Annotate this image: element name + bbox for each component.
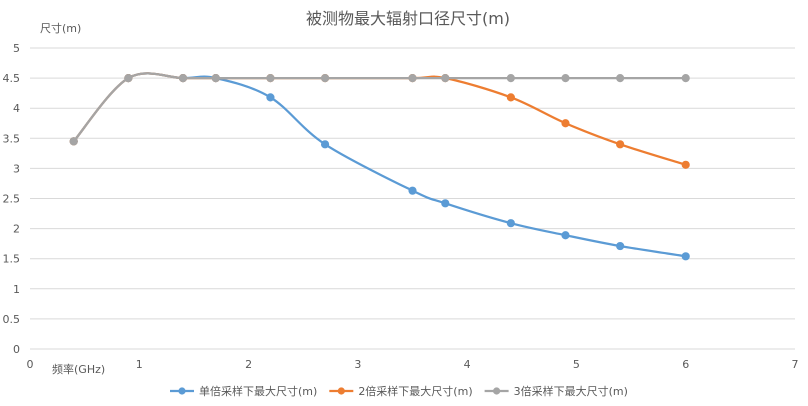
y-tick-label: 2: [13, 223, 20, 236]
series-2: [69, 72, 690, 169]
data-point: [506, 74, 515, 83]
y-tick-label: 1.5: [3, 253, 21, 266]
legend-item: 2倍采样下最大尺寸(m): [329, 384, 473, 398]
data-point: [408, 186, 417, 195]
legend-swatch-marker: [493, 387, 501, 395]
legend-item: 单倍采样下最大尺寸(m): [170, 384, 317, 398]
y-tick-label: 3.5: [3, 132, 21, 145]
data-point: [124, 74, 133, 83]
y-tick-label: 0: [13, 343, 20, 356]
x-tick-label: 4: [464, 358, 471, 371]
data-point: [266, 74, 275, 83]
y-tick-label: 0.5: [3, 313, 21, 326]
series-3: [69, 72, 690, 146]
legend-label: 3倍采样下最大尺寸(m): [514, 384, 628, 398]
series-line: [72, 72, 686, 143]
legend-swatch-marker: [178, 387, 186, 395]
y-tick-label: 5: [13, 42, 20, 55]
legend-swatch-marker: [337, 387, 345, 395]
y-tick-label: 4.5: [3, 72, 21, 85]
data-point: [211, 74, 220, 83]
data-point: [506, 219, 515, 228]
data-point: [69, 137, 78, 146]
data-point: [441, 199, 450, 208]
data-point: [681, 160, 690, 169]
y-axis-label: 尺寸(m): [40, 21, 81, 35]
data-point: [506, 93, 515, 102]
legend-label: 2倍采样下最大尺寸(m): [358, 384, 472, 398]
data-point: [266, 93, 275, 102]
x-tick-label: 3: [354, 358, 361, 371]
y-tick-label: 3: [13, 162, 20, 175]
data-point: [408, 74, 417, 83]
x-tick-labels: 0 1 2 3 4 5 6 7: [27, 358, 799, 371]
series-1: [69, 72, 690, 261]
legend: 单倍采样下最大尺寸(m) 2倍采样下最大尺寸(m) 3倍采样下最大尺寸(m): [170, 384, 628, 398]
data-point: [320, 140, 330, 149]
series-line: [72, 72, 687, 166]
legend-item: 3倍采样下最大尺寸(m): [484, 384, 628, 398]
data-point: [320, 74, 330, 83]
data-point: [441, 74, 450, 83]
data-point: [681, 252, 690, 261]
data-point: [561, 74, 570, 83]
x-tick-label: 2: [245, 358, 252, 371]
series-group: [69, 72, 690, 261]
x-tick-label: 1: [136, 358, 143, 371]
y-tick-label: 4: [13, 102, 20, 115]
gridlines: [30, 47, 795, 350]
x-tick-label: 5: [573, 358, 580, 371]
data-point: [616, 140, 625, 149]
x-tick-label: 7: [792, 358, 799, 371]
data-point: [681, 74, 690, 83]
x-tick-label: 6: [682, 358, 689, 371]
data-point: [178, 74, 188, 83]
data-point: [616, 74, 625, 83]
y-tick-label: 2.5: [3, 193, 21, 206]
y-tick-label: 1: [13, 283, 20, 296]
x-axis-label: 频率(GHz): [52, 362, 105, 376]
y-tick-labels: 0 0.5 1 1.5 2 2.5 3 3.5 4 4.5 5: [3, 42, 21, 356]
chart-title: 被测物最大辐射口径尺寸(m): [306, 9, 510, 28]
data-point: [561, 231, 570, 240]
x-tick-label: 0: [27, 358, 34, 371]
data-point: [561, 119, 570, 128]
data-point: [616, 241, 625, 251]
legend-label: 单倍采样下最大尺寸(m): [199, 384, 317, 398]
